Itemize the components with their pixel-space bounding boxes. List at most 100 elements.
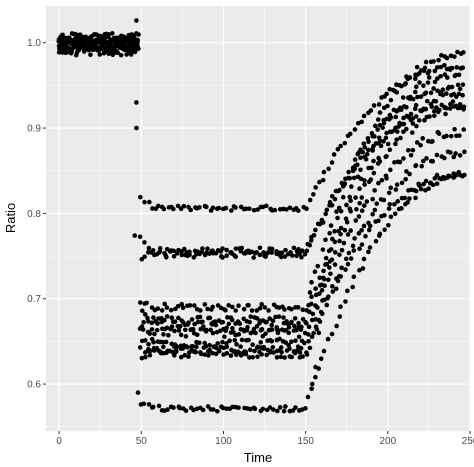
data-point: [251, 207, 257, 213]
data-point: [198, 308, 203, 313]
data-point: [407, 171, 412, 177]
data-point: [220, 246, 225, 251]
data-point: [247, 355, 252, 360]
data-point: [413, 188, 419, 194]
data-point: [348, 256, 354, 261]
data-point: [401, 121, 407, 127]
data-point: [351, 248, 357, 253]
data-point: [386, 206, 392, 211]
data-point: [309, 386, 314, 392]
data-point: [302, 340, 307, 346]
data-point: [197, 340, 202, 346]
data-point: [410, 147, 416, 153]
data-point: [419, 163, 425, 169]
data-point: [319, 311, 325, 317]
data-point: [329, 160, 335, 165]
data-point: [232, 337, 238, 343]
data-point: [325, 336, 331, 342]
data-point: [362, 145, 368, 150]
data-point: [412, 89, 418, 95]
data-point: [328, 271, 333, 277]
data-point: [198, 350, 203, 355]
data-point: [376, 180, 381, 186]
data-point: [430, 139, 435, 144]
data-point: [348, 228, 353, 233]
data-point: [230, 325, 235, 331]
data-point: [76, 47, 82, 53]
data-point: [213, 322, 219, 328]
data-point: [444, 91, 449, 96]
data-point: [194, 252, 199, 257]
data-point: [304, 320, 309, 326]
data-point: [283, 404, 288, 409]
data-point: [460, 65, 466, 71]
data-point: [135, 390, 141, 395]
data-point: [171, 248, 176, 254]
data-point: [74, 41, 80, 47]
data-point: [67, 36, 73, 42]
data-point: [430, 182, 436, 188]
data-point: [330, 289, 336, 294]
data-point: [314, 326, 320, 332]
data-point: [385, 141, 391, 147]
data-point: [333, 286, 339, 292]
data-point: [150, 206, 155, 211]
data-point: [269, 246, 275, 252]
data-point: [198, 326, 203, 332]
data-point: [451, 104, 457, 109]
data-point: [194, 344, 199, 350]
data-point: [130, 40, 136, 46]
data-point: [351, 175, 357, 181]
data-point: [317, 291, 322, 296]
data-point: [220, 339, 225, 345]
data-point: [86, 47, 92, 53]
data-point: [361, 113, 367, 119]
data-point: [350, 243, 356, 249]
data-point: [310, 311, 316, 317]
data-point: [205, 246, 210, 252]
data-point: [257, 320, 262, 326]
data-point: [136, 32, 141, 37]
data-point: [338, 208, 344, 214]
data-point: [408, 111, 414, 117]
data-point: [234, 342, 239, 347]
data-point: [236, 303, 241, 308]
x-tick-label: 250: [462, 436, 474, 447]
data-point: [435, 88, 440, 94]
data-point: [144, 300, 149, 306]
data-point: [343, 256, 349, 262]
data-point: [405, 200, 410, 205]
data-point: [336, 205, 342, 211]
data-point: [188, 207, 193, 213]
data-point: [338, 274, 344, 279]
data-point: [436, 57, 441, 63]
data-point: [137, 300, 143, 305]
data-point: [453, 151, 458, 156]
data-point: [296, 246, 301, 252]
data-point: [362, 182, 367, 187]
data-point: [191, 407, 196, 413]
data-point: [216, 348, 222, 353]
data-point: [255, 354, 260, 360]
data-point: [215, 341, 221, 346]
data-point: [282, 355, 287, 360]
data-point: [449, 84, 455, 90]
data-point: [372, 123, 378, 129]
data-point: [323, 255, 329, 261]
data-point: [309, 334, 315, 340]
data-point: [300, 307, 306, 313]
data-point: [276, 314, 282, 319]
data-point: [189, 317, 195, 322]
data-point: [175, 203, 181, 209]
data-point: [298, 345, 304, 351]
data-point: [341, 240, 347, 246]
data-point: [295, 305, 301, 310]
data-point: [146, 245, 152, 251]
data-point: [320, 247, 326, 252]
data-point: [430, 159, 436, 164]
data-point: [192, 248, 198, 254]
data-point: [384, 130, 389, 136]
y-tick-label: 0.8: [27, 209, 41, 220]
data-point: [177, 324, 183, 329]
data-point: [424, 98, 430, 104]
